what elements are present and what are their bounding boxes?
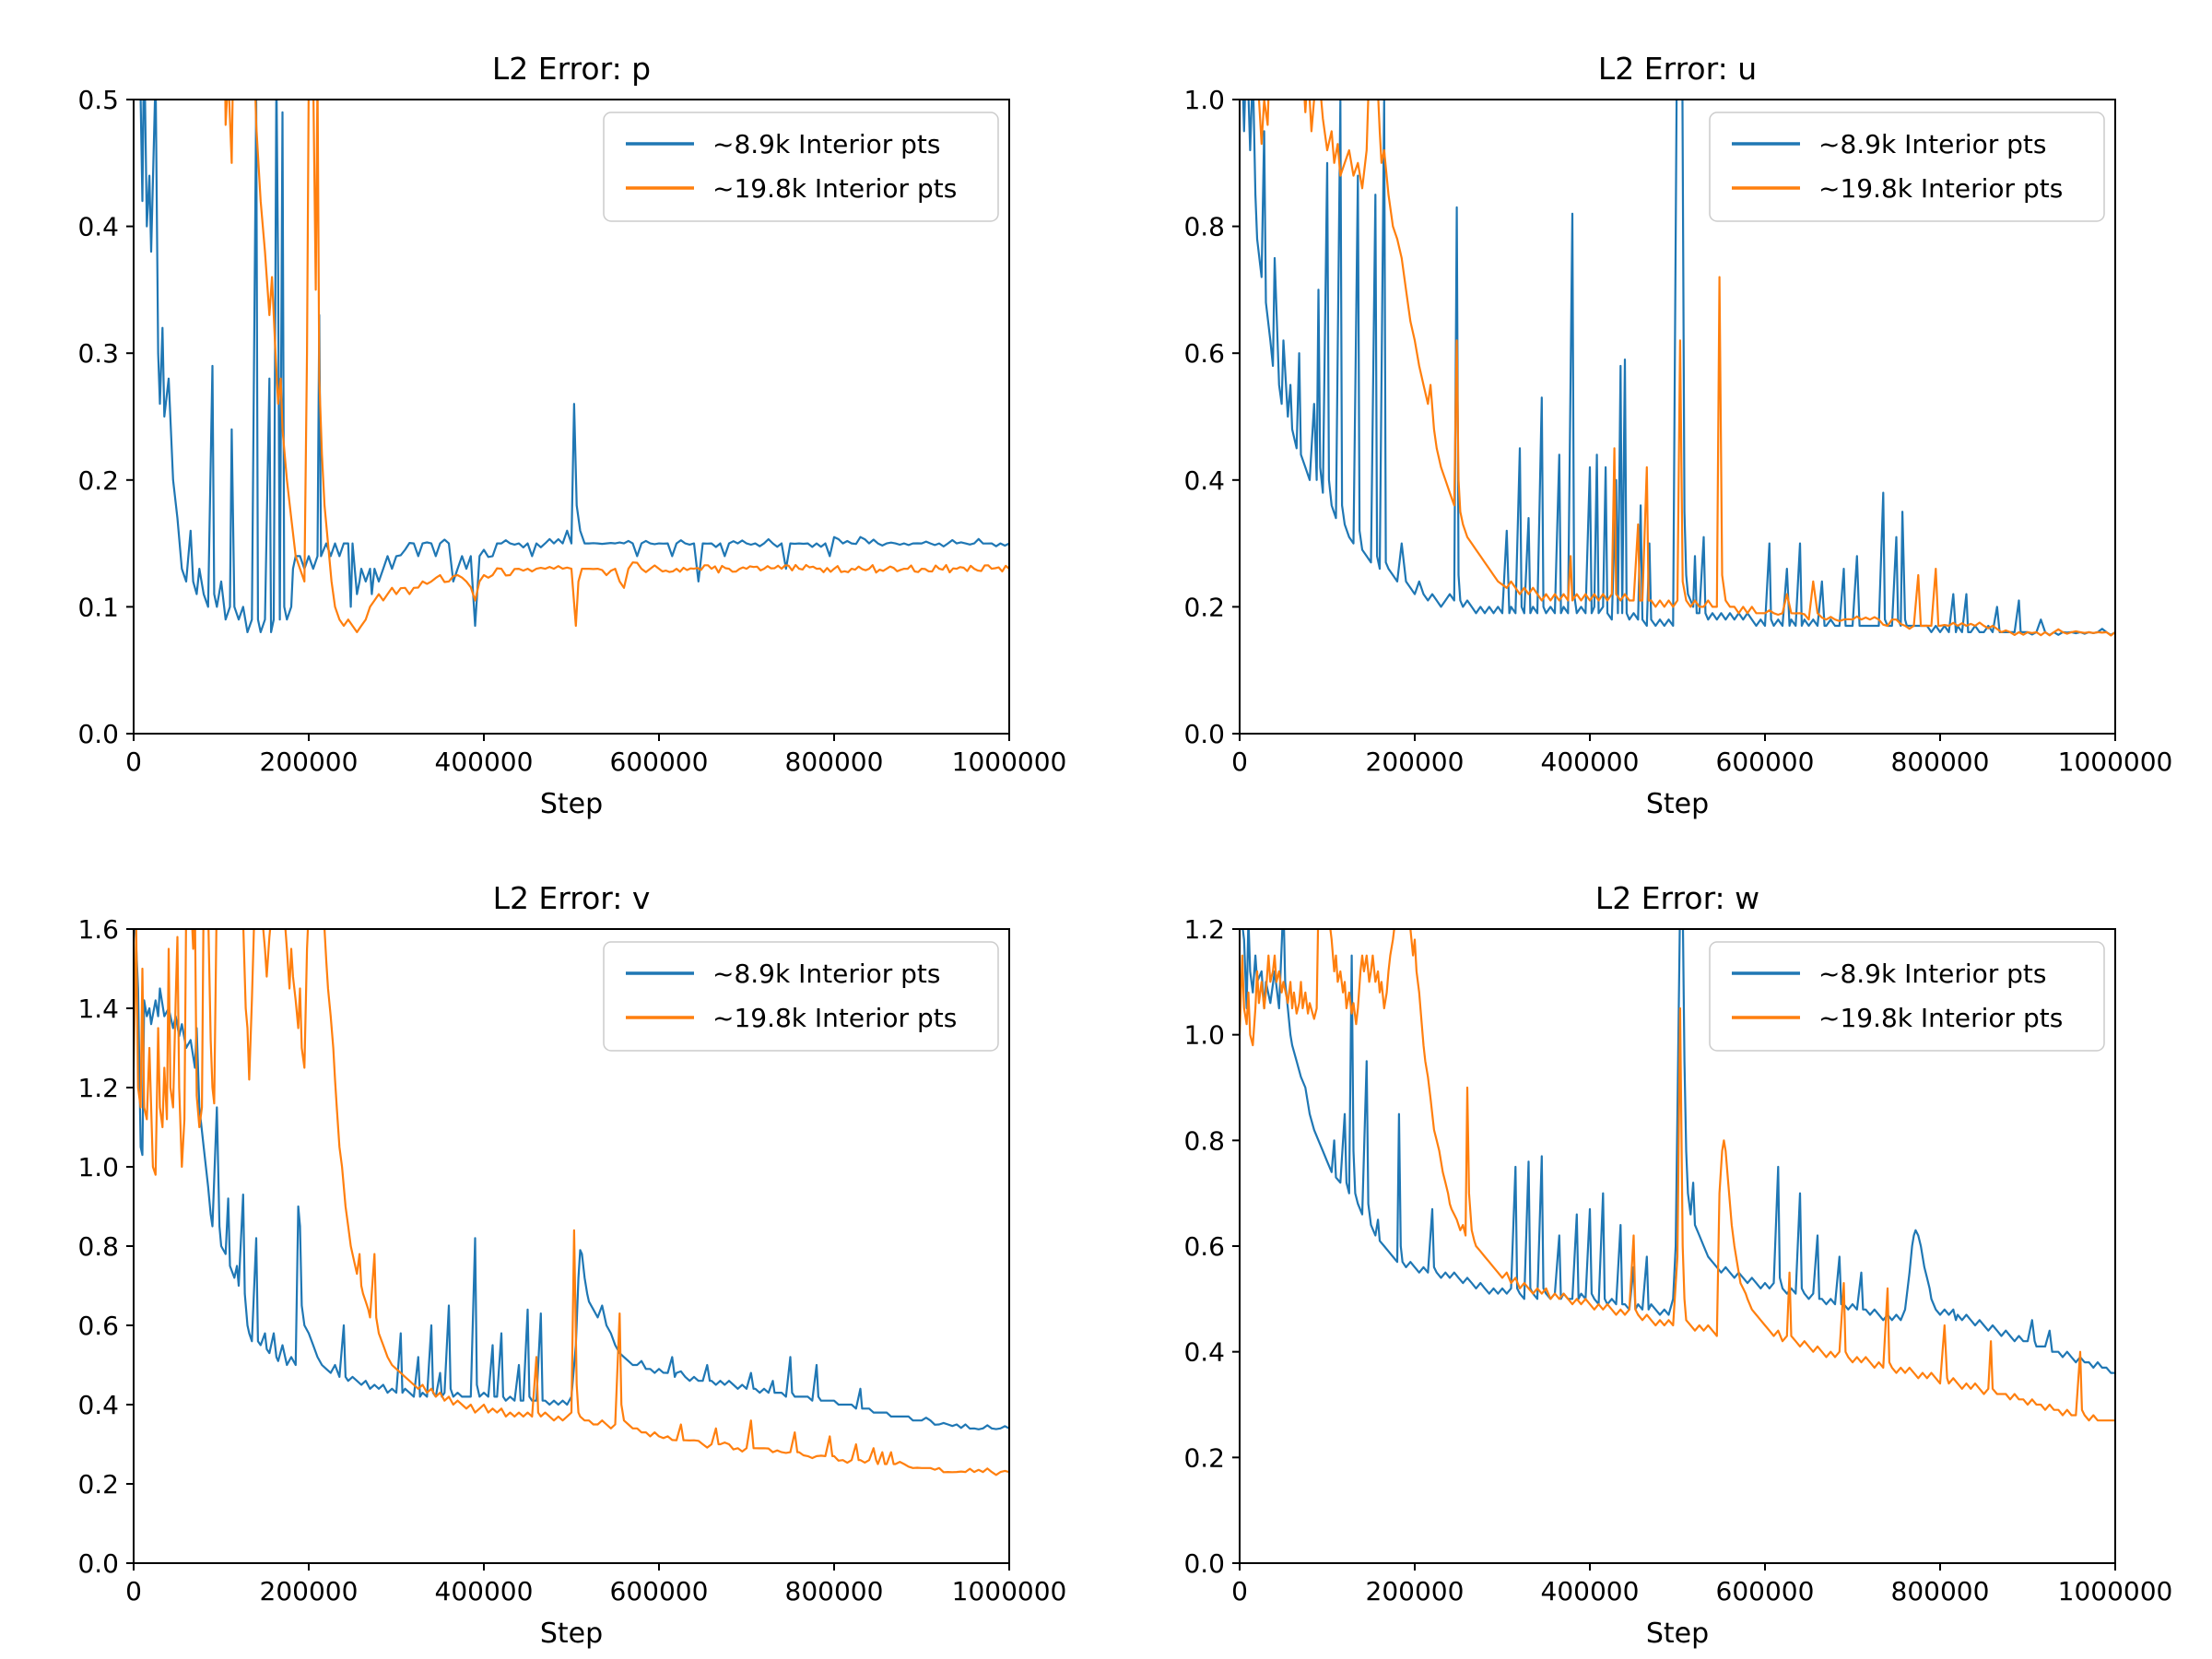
legend-box xyxy=(603,941,999,1052)
y-tick-label: 0.8 xyxy=(1183,1125,1225,1156)
series-line-u-1 xyxy=(1257,100,2115,637)
legend-label: ~19.8k Interior pts xyxy=(1818,1003,2063,1033)
plot-area-u xyxy=(1241,100,2115,637)
legend-label: ~8.9k Interior pts xyxy=(712,129,941,159)
legend-box xyxy=(1709,941,2105,1052)
y-tick-label: 0.5 xyxy=(77,85,119,115)
x-tick-label: 0 xyxy=(1231,1576,1248,1606)
legend-box xyxy=(1709,112,2105,222)
x-tick-label: 0 xyxy=(125,747,142,777)
y-tick-label: 1.0 xyxy=(1183,85,1225,115)
legend-p: ~8.9k Interior pts ~19.8k Interior pts xyxy=(603,112,999,222)
plot-area-v xyxy=(134,929,1009,1477)
series-line-w-1 xyxy=(1240,929,2115,1422)
legend-label: ~8.9k Interior pts xyxy=(1818,959,2047,989)
x-tick-label: 400000 xyxy=(1541,747,1640,777)
y-tick-label: 0.0 xyxy=(1183,719,1225,749)
chart-l2-error-u: 0 200000 400000 600000 800000 1000000 0.0 0.2 0.… xyxy=(1106,0,2212,830)
y-tick-label: 0.0 xyxy=(77,719,119,749)
legend-label: ~8.9k Interior pts xyxy=(712,959,941,989)
y-tick-label: 0.4 xyxy=(1183,465,1225,496)
x-tick-label: 400000 xyxy=(435,1576,534,1606)
chart-svg-p: 0 200000 400000 600000 800000 1000000 0.0 0.1 0.… xyxy=(77,51,1067,820)
x-tick-label: 600000 xyxy=(610,747,709,777)
series-line-w-0 xyxy=(1241,929,2115,1374)
x-tick-label: 1000000 xyxy=(2058,1576,2173,1606)
y-tick-label: 0.4 xyxy=(77,1390,119,1420)
y-tick-label: 0.8 xyxy=(77,1231,119,1262)
chart-title-v: L2 Error: v xyxy=(493,880,651,916)
y-tick-label: 0.6 xyxy=(77,1311,119,1341)
x-tick-label: 400000 xyxy=(1541,1576,1640,1606)
chart-title-p: L2 Error: p xyxy=(492,51,651,87)
x-tick-label: 400000 xyxy=(435,747,534,777)
chart-svg-v: 0 200000 400000 600000 800000 1000000 0.0 0.2 0.… xyxy=(77,880,1067,1650)
legend-v: ~8.9k Interior pts ~19.8k Interior pts xyxy=(603,941,999,1052)
x-axis-label: Step xyxy=(540,1618,603,1650)
legend-label: ~19.8k Interior pts xyxy=(1818,173,2063,204)
axes-spines-u xyxy=(1239,99,2116,735)
y-tick-label: 1.6 xyxy=(77,914,119,945)
x-tick-label: 0 xyxy=(1231,747,1248,777)
y-tick-label: 0.0 xyxy=(1183,1548,1225,1579)
y-tick-label: 0.3 xyxy=(77,338,119,369)
y-tick-label: 0.2 xyxy=(1183,1442,1225,1473)
x-tick-label: 800000 xyxy=(785,747,884,777)
legend-label: ~8.9k Interior pts xyxy=(1818,129,2047,159)
y-tick-label: 0.2 xyxy=(1183,592,1225,622)
x-tick-label: 600000 xyxy=(1716,747,1815,777)
y-tick-label: 0.0 xyxy=(77,1548,119,1579)
series-line-u-0 xyxy=(1241,100,2115,637)
y-tick-label: 0.6 xyxy=(1183,338,1225,369)
legend-label: ~19.8k Interior pts xyxy=(712,1003,957,1033)
legend-label: ~19.8k Interior pts xyxy=(712,173,957,204)
y-tick-label: 1.4 xyxy=(77,994,119,1024)
y-tick-label: 0.4 xyxy=(1183,1337,1225,1368)
series-line-p-1 xyxy=(224,100,1009,633)
series-line-v-1 xyxy=(134,929,1009,1477)
y-tick-label: 1.2 xyxy=(77,1073,119,1103)
chart-svg-w: 0 200000 400000 600000 800000 1000000 0.0 0.2 0.… xyxy=(1183,880,2173,1650)
x-tick-label: 1000000 xyxy=(952,747,1067,777)
chart-l2-error-v: 0 200000 400000 600000 800000 1000000 0.0 0.2 0.… xyxy=(0,830,1106,1659)
plot-area-p xyxy=(139,100,1009,633)
x-axis-label: Step xyxy=(1646,1618,1709,1650)
axes-spines-p xyxy=(133,99,1010,735)
x-tick-label: 200000 xyxy=(1366,747,1465,777)
y-tick-label: 1.2 xyxy=(1183,914,1225,945)
x-tick-label: 1000000 xyxy=(952,1576,1067,1606)
y-tick-label: 0.6 xyxy=(1183,1231,1225,1262)
y-tick-label: 0.1 xyxy=(77,592,119,622)
x-tick-label: 200000 xyxy=(260,1576,359,1606)
x-axis-label: Step xyxy=(1646,788,1709,820)
chart-svg-u: 0 200000 400000 600000 800000 1000000 0.0 0.2 0.… xyxy=(1183,51,2173,820)
chart-title-w: L2 Error: w xyxy=(1595,880,1759,916)
series-line-p-0 xyxy=(139,100,1009,633)
legend-u: ~8.9k Interior pts ~19.8k Interior pts xyxy=(1709,112,2105,222)
x-tick-label: 0 xyxy=(125,1576,142,1606)
x-axis-label: Step xyxy=(540,788,603,820)
y-tick-label: 0.2 xyxy=(77,1469,119,1500)
x-tick-label: 200000 xyxy=(260,747,359,777)
y-tick-label: 0.4 xyxy=(77,212,119,242)
legend-w: ~8.9k Interior pts ~19.8k Interior pts xyxy=(1709,941,2105,1052)
chart-l2-error-w: 0 200000 400000 600000 800000 1000000 0.0 0.2 0.… xyxy=(1106,830,2212,1659)
y-tick-label: 0.2 xyxy=(77,465,119,496)
x-tick-label: 800000 xyxy=(785,1576,884,1606)
chart-l2-error-p: 0 200000 400000 600000 800000 1000000 0.0 0.1 0.… xyxy=(0,0,1106,830)
plot-area-w xyxy=(1240,929,2115,1422)
x-tick-label: 600000 xyxy=(610,1576,709,1606)
y-tick-label: 0.8 xyxy=(1183,212,1225,242)
x-tick-label: 600000 xyxy=(1716,1576,1815,1606)
legend-box xyxy=(603,112,999,222)
x-tick-label: 800000 xyxy=(1891,747,1990,777)
y-tick-label: 1.0 xyxy=(77,1152,119,1182)
x-tick-label: 1000000 xyxy=(2058,747,2173,777)
y-tick-label: 1.0 xyxy=(1183,1020,1225,1051)
x-tick-label: 800000 xyxy=(1891,1576,1990,1606)
chart-title-u: L2 Error: u xyxy=(1598,51,1757,87)
x-tick-label: 200000 xyxy=(1366,1576,1465,1606)
